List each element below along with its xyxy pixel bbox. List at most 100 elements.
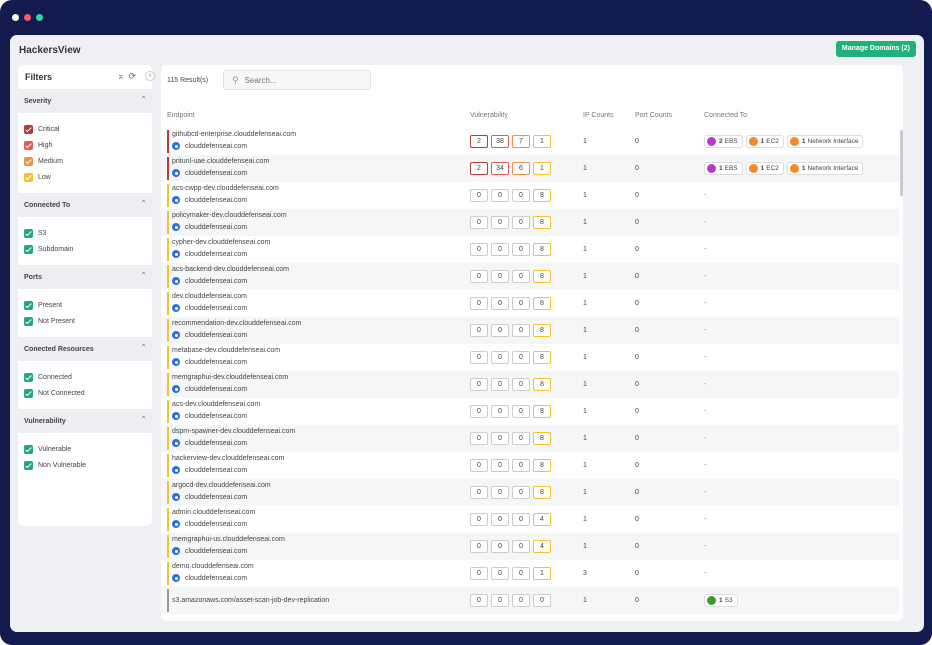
col-vulnerability[interactable]: Vulnerability [470, 112, 508, 119]
endpoint-link[interactable]: dspm-spawner-dev.clouddefenseai.com [172, 428, 296, 435]
filter-option[interactable]: Low [24, 169, 152, 185]
table-row[interactable]: cypher-dev.clouddefenseai.com clouddefens… [161, 236, 899, 263]
table-row[interactable]: memgraphui-dev.clouddefenseai.com cloudde… [161, 371, 899, 398]
vulnerability-badge[interactable]: 0 [470, 243, 488, 256]
filter-option[interactable]: Connected [24, 369, 152, 385]
window-dot-icon[interactable] [12, 14, 19, 21]
vulnerability-badge[interactable]: 0 [512, 216, 530, 229]
vulnerability-badge[interactable]: 0 [512, 486, 530, 499]
vulnerability-badge[interactable]: 0 [470, 378, 488, 391]
vulnerability-badge[interactable]: 0 [470, 216, 488, 229]
vulnerability-badge[interactable]: 0 [512, 432, 530, 445]
endpoint-link[interactable]: policymaker-dev.clouddefenseai.com [172, 212, 287, 219]
vulnerability-badge[interactable]: 8 [533, 459, 551, 472]
resource-chip[interactable]: 1 EC2 [745, 135, 784, 148]
vulnerability-badge[interactable]: 0 [491, 486, 509, 499]
checkbox-checked-icon[interactable] [24, 372, 33, 382]
chevron-up-icon[interactable]: ⌃ [140, 415, 147, 424]
vulnerability-badge[interactable]: 0 [491, 540, 509, 553]
filter-option[interactable]: Critical [24, 121, 152, 137]
collapse-all-icon[interactable]: ⌅ [116, 71, 125, 81]
vulnerability-badge[interactable]: 0 [470, 540, 488, 553]
vulnerability-badge[interactable]: 0 [491, 324, 509, 337]
vulnerability-badge[interactable]: 0 [491, 513, 509, 526]
filter-option[interactable]: Not Connected [24, 385, 152, 401]
vulnerability-badge[interactable]: 1 [533, 162, 551, 175]
filter-option[interactable]: Non Vulnerable [24, 457, 152, 473]
resource-chip[interactable]: 2 EBS [704, 135, 743, 148]
table-row[interactable]: s3.amazonaws.com/asset-scan-job-dev-repl… [161, 587, 899, 614]
endpoint-link[interactable]: hackerview-dev.clouddefenseai.com [172, 455, 285, 462]
vulnerability-badge[interactable]: 0 [512, 324, 530, 337]
endpoint-link[interactable]: memgraphui-us.clouddefenseai.com [172, 536, 285, 543]
endpoint-link[interactable]: recommendation-dev.clouddefenseai.com [172, 320, 302, 327]
vulnerability-badge[interactable]: 0 [491, 297, 509, 310]
endpoint-link[interactable]: argocd-dev.clouddefenseai.com [172, 482, 271, 489]
table-row[interactable]: dev.clouddefenseai.com clouddefenseai.com… [161, 290, 899, 317]
vulnerability-badge[interactable]: 0 [512, 594, 530, 607]
vulnerability-badge[interactable]: 0 [470, 297, 488, 310]
chevron-up-icon[interactable]: ⌃ [140, 199, 147, 208]
vulnerability-badge[interactable]: 0 [512, 378, 530, 391]
vulnerability-badge[interactable]: 0 [470, 459, 488, 472]
endpoint-link[interactable]: acs-cwpp-dev.clouddefenseai.com [172, 185, 279, 192]
vulnerability-badge[interactable]: 8 [533, 189, 551, 202]
col-ip-counts[interactable]: IP Counts [583, 112, 614, 119]
vulnerability-badge[interactable]: 8 [533, 243, 551, 256]
checkbox-checked-icon[interactable] [24, 316, 33, 326]
vulnerability-badge[interactable]: 8 [533, 297, 551, 310]
filter-option[interactable]: Vulnerable [24, 441, 152, 457]
vulnerability-badge[interactable]: 0 [491, 378, 509, 391]
vulnerability-badge[interactable]: 0 [470, 432, 488, 445]
table-row[interactable]: acs-backend-dev.clouddefenseai.com cloudd… [161, 263, 899, 290]
resource-chip[interactable]: 1 Network Interface [786, 135, 864, 148]
filter-option[interactable]: Not Present [24, 313, 152, 329]
collapse-panel-icon[interactable]: ‹ [145, 71, 155, 81]
vulnerability-badge[interactable]: 0 [491, 243, 509, 256]
endpoint-link[interactable]: githubcd-enterprise.clouddefenseai.com [172, 131, 297, 138]
endpoint-link[interactable]: memgraphui-dev.clouddefenseai.com [172, 374, 289, 381]
vulnerability-badge[interactable]: 8 [533, 324, 551, 337]
vulnerability-badge[interactable]: 4 [533, 513, 551, 526]
endpoint-link[interactable]: acs-backend-dev.clouddefenseai.com [172, 266, 289, 273]
vulnerability-badge[interactable]: 34 [491, 162, 509, 175]
vulnerability-badge[interactable]: 0 [533, 594, 551, 607]
close-dot-icon[interactable] [24, 14, 31, 21]
chevron-up-icon[interactable]: ⌃ [140, 343, 147, 352]
maximize-dot-icon[interactable] [36, 14, 43, 21]
checkbox-checked-icon[interactable] [24, 460, 33, 470]
endpoint-link[interactable]: metabase-dev.clouddefenseai.com [172, 347, 281, 354]
vulnerability-badge[interactable]: 0 [470, 351, 488, 364]
manage-domains-button[interactable]: Manage Domains (2) [835, 41, 916, 57]
vulnerability-badge[interactable]: 0 [512, 405, 530, 418]
vulnerability-badge[interactable]: 1 [533, 567, 551, 580]
vulnerability-badge[interactable]: 0 [491, 405, 509, 418]
checkbox-checked-icon[interactable] [24, 172, 33, 182]
vulnerability-badge[interactable]: 0 [512, 540, 530, 553]
table-row[interactable]: demo.clouddefenseai.com clouddefenseai.co… [161, 560, 899, 587]
checkbox-checked-icon[interactable] [24, 444, 33, 454]
table-row[interactable]: argocd-dev.clouddefenseai.com clouddefens… [161, 479, 899, 506]
vulnerability-badge[interactable]: 2 [470, 162, 488, 175]
endpoint-link[interactable]: acs-dev.clouddefenseai.com [172, 401, 261, 408]
checkbox-checked-icon[interactable] [24, 388, 33, 398]
search-box[interactable]: ⚲ [223, 70, 371, 90]
filter-option[interactable]: Subdomain [24, 241, 152, 257]
col-connected-to[interactable]: Connected To [704, 112, 748, 119]
col-endpoint[interactable]: Endpoint [167, 112, 195, 119]
filter-section-header[interactable]: Connected To ⌃ [18, 193, 152, 217]
endpoint-link[interactable]: s3.amazonaws.com/asset-scan-job-dev-repl… [172, 597, 330, 604]
filter-option[interactable]: High [24, 137, 152, 153]
vulnerability-badge[interactable]: 8 [533, 270, 551, 283]
search-input[interactable] [244, 75, 355, 85]
vulnerability-badge[interactable]: 8 [533, 216, 551, 229]
checkbox-checked-icon[interactable] [24, 300, 33, 310]
vulnerability-badge[interactable]: 0 [512, 297, 530, 310]
vulnerability-badge[interactable]: 0 [512, 189, 530, 202]
table-row[interactable]: dspm-spawner-dev.clouddefenseai.com cloud… [161, 425, 899, 452]
vulnerability-badge[interactable]: 8 [533, 378, 551, 391]
vulnerability-badge[interactable]: 0 [512, 243, 530, 256]
vulnerability-badge[interactable]: 2 [470, 135, 488, 148]
vulnerability-badge[interactable]: 0 [470, 513, 488, 526]
vulnerability-badge[interactable]: 4 [533, 540, 551, 553]
